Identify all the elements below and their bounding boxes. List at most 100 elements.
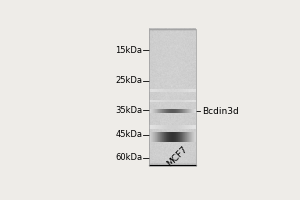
Bar xyxy=(153,125,154,129)
Bar xyxy=(154,109,155,113)
Bar xyxy=(150,100,151,102)
Bar xyxy=(161,100,162,102)
Bar xyxy=(189,109,190,113)
Bar xyxy=(157,132,158,142)
Bar xyxy=(177,100,178,102)
Bar xyxy=(151,125,152,129)
Bar xyxy=(153,132,154,142)
Bar xyxy=(150,132,151,142)
Bar xyxy=(177,109,178,113)
Bar xyxy=(166,132,167,142)
Bar xyxy=(157,89,158,92)
Bar xyxy=(188,132,189,142)
Bar xyxy=(165,100,166,102)
Text: 35kDa: 35kDa xyxy=(115,106,142,115)
Bar xyxy=(190,109,191,113)
Bar xyxy=(182,132,183,142)
Bar xyxy=(192,125,193,129)
Bar xyxy=(187,125,188,129)
Bar xyxy=(184,125,185,129)
Bar xyxy=(154,89,155,92)
Bar xyxy=(187,100,188,102)
Bar xyxy=(178,100,179,102)
Bar xyxy=(183,125,184,129)
Bar xyxy=(176,109,177,113)
Bar xyxy=(170,125,171,129)
Bar xyxy=(184,100,185,102)
Bar xyxy=(170,132,171,142)
Bar xyxy=(181,89,182,92)
Bar xyxy=(177,89,178,92)
Text: 15kDa: 15kDa xyxy=(115,46,142,55)
Bar xyxy=(174,89,175,92)
Bar xyxy=(171,100,172,102)
Bar xyxy=(184,132,185,142)
Bar xyxy=(149,125,150,129)
Bar xyxy=(194,100,195,102)
Bar xyxy=(152,100,153,102)
Bar xyxy=(166,125,167,129)
Bar xyxy=(164,125,165,129)
Bar xyxy=(174,100,175,102)
Bar xyxy=(182,100,183,102)
Bar xyxy=(152,89,153,92)
Bar xyxy=(189,89,190,92)
Bar xyxy=(174,109,175,113)
Bar xyxy=(176,132,177,142)
Bar xyxy=(178,125,179,129)
Bar xyxy=(164,100,165,102)
Bar xyxy=(167,89,168,92)
Bar xyxy=(185,109,186,113)
Bar xyxy=(161,132,162,142)
Bar xyxy=(154,132,155,142)
Bar xyxy=(192,132,193,142)
Bar xyxy=(195,125,196,129)
Bar xyxy=(158,100,159,102)
Bar xyxy=(156,132,157,142)
Bar xyxy=(150,89,151,92)
Bar xyxy=(184,89,185,92)
Bar xyxy=(173,125,174,129)
Bar xyxy=(179,132,180,142)
Bar xyxy=(158,125,159,129)
Bar xyxy=(149,89,150,92)
Bar xyxy=(154,89,155,92)
Bar xyxy=(155,125,156,129)
Bar xyxy=(154,132,155,142)
Bar xyxy=(160,89,161,92)
Bar xyxy=(152,125,153,129)
Bar xyxy=(185,125,186,129)
Bar xyxy=(167,109,168,113)
Bar xyxy=(183,89,184,92)
Bar xyxy=(176,125,177,129)
Bar xyxy=(173,89,174,92)
Bar xyxy=(183,132,184,142)
Bar xyxy=(155,109,156,113)
Bar xyxy=(182,109,183,113)
Bar xyxy=(154,100,155,102)
Bar xyxy=(180,125,181,129)
Bar xyxy=(193,132,194,142)
Bar xyxy=(171,125,172,129)
Bar xyxy=(168,125,169,129)
Bar xyxy=(194,109,195,113)
Bar xyxy=(151,109,152,113)
Bar xyxy=(188,89,189,92)
Bar xyxy=(160,109,161,113)
Bar xyxy=(180,109,181,113)
Bar xyxy=(179,109,180,113)
Bar xyxy=(183,109,184,113)
Bar xyxy=(191,89,192,92)
Bar xyxy=(169,100,170,102)
Bar xyxy=(169,89,170,92)
Bar xyxy=(161,89,162,92)
Bar xyxy=(187,109,188,113)
Bar xyxy=(162,132,163,142)
Bar xyxy=(156,89,157,92)
Bar xyxy=(154,109,155,113)
Bar xyxy=(191,132,192,142)
Bar xyxy=(188,100,189,102)
Bar xyxy=(170,100,171,102)
Bar xyxy=(165,109,166,113)
Bar xyxy=(149,132,150,142)
